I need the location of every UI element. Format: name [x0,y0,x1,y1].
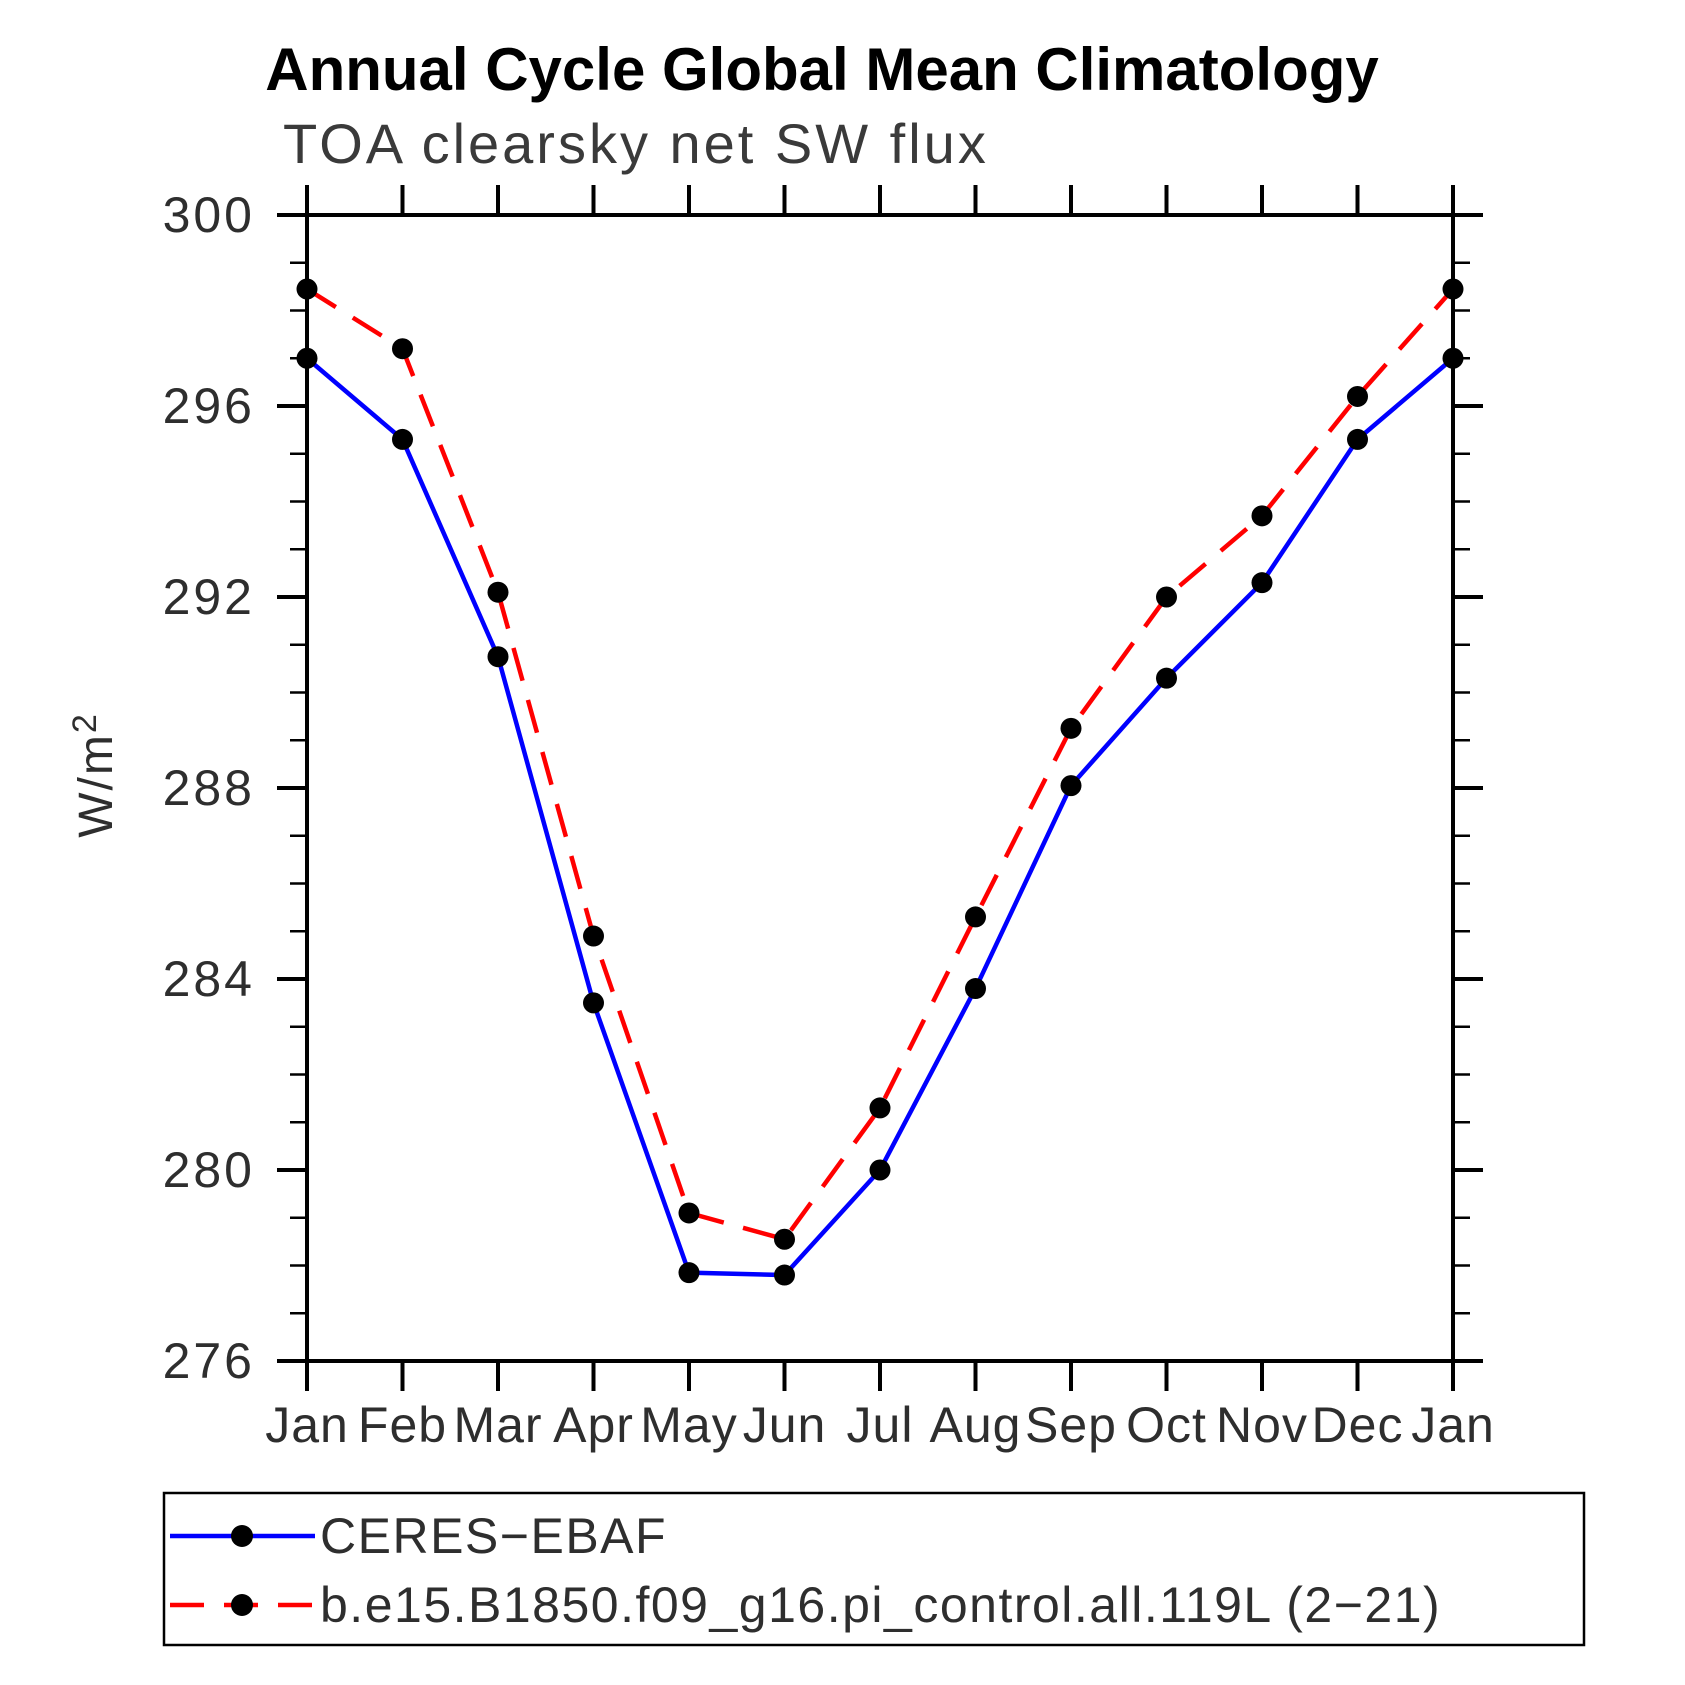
y-tick-label: 280 [163,1142,255,1198]
data-point-marker [296,278,318,300]
data-point-marker [583,992,604,1014]
legend: CERES−EBAF b.e15.B1850.f09_g16.pi_contro… [162,1491,1586,1647]
data-point-marker [296,347,318,369]
x-tick-label: May [640,1397,737,1453]
legend-label-ceres-ebaf: CERES−EBAF [320,1508,667,1564]
y-tick-label: 292 [163,569,255,625]
legend-label-model-run: b.e15.B1850.f09_g16.pi_control.all.119L … [320,1577,1441,1633]
x-tick-label: Mar [453,1397,542,1453]
data-point-marker [392,428,413,450]
series-group [296,278,1464,1286]
chart-subtitle: TOA clearsky net SW flux [283,112,989,175]
x-tick-label: Jul [847,1397,914,1453]
data-point-marker [1060,717,1082,739]
data-point-marker [1060,775,1082,797]
legend-marker-model-run [231,1594,253,1616]
x-tick-label: Aug [930,1397,1022,1453]
x-tick-label: Dec [1312,1397,1404,1453]
data-point-marker [1442,347,1464,369]
data-point-marker [869,1159,891,1181]
data-point-marker [583,925,604,947]
data-point-marker [774,1228,795,1250]
legend-marker-ceres-ebaf [231,1525,253,1547]
legend-entry-model-run: b.e15.B1850.f09_g16.pi_control.all.119L … [170,1577,1441,1633]
data-point-marker [1251,505,1273,527]
x-tick-label: Nov [1216,1397,1308,1453]
data-point-marker [678,1202,700,1224]
data-point-marker [392,338,413,360]
data-point-marker [1442,278,1464,300]
y-tick-label: 300 [163,187,255,243]
x-tick-label: Jan [265,1397,349,1453]
data-point-marker [1156,667,1177,689]
data-point-marker [1347,428,1368,450]
y-axis-title: W/m2 [66,712,123,838]
legend-entry-ceres-ebaf: CERES−EBAF [170,1508,667,1564]
data-point-marker [1347,385,1368,407]
x-tick-label: Jan [1411,1397,1495,1453]
data-point-marker [487,581,509,603]
data-point-marker [678,1262,700,1284]
plot-frame [305,213,1455,1363]
x-tick-label: Sep [1025,1397,1117,1453]
x-tick-label: Feb [358,1397,447,1453]
data-point-marker [1251,572,1273,594]
y-tick-label: 296 [163,378,255,434]
series-line-ceres-ebaf [305,356,1455,1278]
legend-box [162,1491,1586,1647]
y-tick-label: 276 [163,1333,255,1389]
data-point-marker [1156,586,1177,608]
data-point-marker [487,646,509,668]
y-tick-label: 288 [163,760,255,816]
x-tick-label: Oct [1126,1397,1207,1453]
x-tick-label: Jun [743,1397,827,1453]
x-tick-label: Apr [553,1397,634,1453]
series-line-model-run [305,287,1455,1242]
chart-title: Annual Cycle Global Mean Climatology [265,36,1379,103]
data-point-marker [965,978,986,1000]
data-point-marker [869,1097,891,1119]
data-point-marker [774,1264,795,1286]
y-tick-label: 284 [163,951,255,1007]
data-point-marker [965,906,986,928]
y-axis-title-superscript: 2 [66,712,104,733]
y-axis-title-main: W/m [70,733,123,838]
